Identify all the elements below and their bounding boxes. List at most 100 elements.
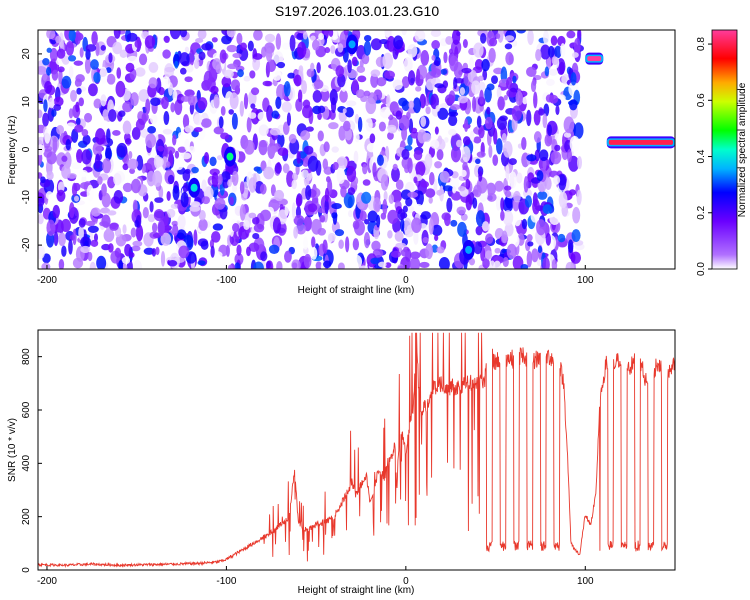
spectrogram-cell <box>400 189 412 200</box>
spectrogram-cell <box>473 184 482 198</box>
spectrogram-cell <box>51 109 57 117</box>
spectrogram-cell <box>122 182 133 193</box>
spectrogram-cell <box>130 227 137 238</box>
spectrogram-cell <box>320 88 330 102</box>
spectrogram-cell <box>283 80 291 97</box>
spectrogram-cell <box>184 139 190 151</box>
spectrogram-cell <box>75 101 80 113</box>
spectrogram-cell <box>58 68 63 85</box>
spectrogram-cell <box>317 112 322 120</box>
spectrogram-cell <box>174 60 179 69</box>
spectrogram-cell <box>65 40 75 56</box>
spectrogram-cell <box>68 108 74 119</box>
spectrogram-cell <box>492 260 502 269</box>
spectrogram-cell <box>392 163 398 171</box>
spectrogram-cell <box>366 143 377 153</box>
colorbar-ticks: 0.0 0.2 0.4 0.6 0.8 <box>696 37 712 276</box>
spectrogram-cell <box>443 51 448 64</box>
spectrogram-cell <box>331 146 339 153</box>
spectrogram-cell <box>425 188 436 198</box>
spectrogram-cell <box>391 166 400 183</box>
spectrogram-cell <box>167 174 175 185</box>
spectrogram-cell <box>409 257 421 269</box>
spectrogram-cell <box>407 44 418 58</box>
spectrogram-cell <box>44 128 51 144</box>
spectrogram-cell <box>484 116 493 130</box>
spectrogram-cell <box>387 230 393 239</box>
spectrogram-cell <box>156 36 163 54</box>
spectrogram-cell <box>488 144 493 158</box>
y-tick-label: -10 <box>21 190 32 205</box>
spectrogram-cell <box>177 214 186 230</box>
spectrogram-cell <box>359 265 368 269</box>
spectrogram-cell <box>502 197 514 213</box>
spectrogram-cell <box>302 31 308 40</box>
colorbar-gradient <box>711 29 738 270</box>
spectrogram-cell <box>295 195 302 208</box>
spectrogram-cell <box>521 218 528 230</box>
spectrogram-cell <box>337 262 345 269</box>
spectrogram-cell <box>266 261 271 269</box>
spectrogram-cell <box>413 149 423 161</box>
spectrogram-cell <box>38 196 45 207</box>
spectrogram-cell <box>571 229 581 242</box>
spectrogram-cell <box>164 37 170 43</box>
spectrogram-cell <box>247 40 254 52</box>
spectrogram-cell <box>434 161 443 169</box>
spectrogram-cell <box>87 225 99 233</box>
spectrogram-cell <box>212 223 224 231</box>
spectrogram-cell <box>527 30 534 46</box>
spectrogram-cell <box>203 151 210 164</box>
spectrogram-cell <box>550 150 562 165</box>
spectrogram-cell <box>55 35 62 44</box>
spectrogram-cell <box>40 176 46 184</box>
spectrogram-cell <box>150 114 158 124</box>
spectrogram-cell <box>362 163 368 175</box>
spectrogram-cell <box>340 185 347 198</box>
spectrogram-cell <box>300 130 311 141</box>
spectrogram-cell <box>288 133 297 144</box>
spectrogram-cell <box>260 251 268 262</box>
spectrogram-cell <box>509 171 517 189</box>
spectrogram-cell <box>478 170 483 182</box>
spectrogram-cell <box>476 115 482 128</box>
spectrogram-cell <box>170 102 176 113</box>
spectrogram-cell <box>180 191 189 208</box>
spectrogram-cell <box>542 204 553 215</box>
y-tick-label: 600 <box>21 401 32 418</box>
spectrogram-cell <box>38 109 43 119</box>
spectrogram-cell <box>494 247 501 254</box>
spectrogram-cell <box>113 173 122 186</box>
spectrogram-cell <box>363 40 372 56</box>
snr-x-ticks: -200 -100 0 100 <box>37 566 594 587</box>
spectrogram-cell <box>232 183 237 193</box>
spectrogram-cell <box>552 175 561 185</box>
spectrogram-cell <box>486 83 495 91</box>
spectrogram-cell <box>248 112 257 119</box>
spectrogram-cell <box>201 43 213 51</box>
spectrogram-cell <box>512 75 517 84</box>
spectrogram-cell <box>409 251 421 259</box>
spectrogram-cell <box>563 116 575 134</box>
spectrogram-cell <box>153 154 161 169</box>
spectrogram-cell <box>124 243 132 257</box>
spectrogram-cell <box>535 48 542 62</box>
spectrogram-cell <box>566 30 576 39</box>
x-tick-label: 0 <box>403 576 409 587</box>
spectrogram-cell <box>266 59 277 73</box>
spectrogram-cell <box>85 220 96 227</box>
spectrogram-cell <box>539 149 549 162</box>
spectrogram-cell <box>96 255 107 269</box>
spectrogram-cell <box>211 171 219 188</box>
spectrogram-cell <box>296 30 307 34</box>
spectrogram-cell <box>489 37 498 47</box>
spectrogram-cell <box>170 203 179 209</box>
spectrogram-cell <box>301 169 309 179</box>
spectrogram-cell <box>53 96 64 107</box>
spectrogram-cell <box>310 62 315 72</box>
spectrogram-cell <box>362 179 371 186</box>
spectrogram-cell <box>337 156 348 169</box>
spectrogram-cell <box>364 218 370 225</box>
spectrogram-cell <box>317 227 326 236</box>
spectrogram-cell <box>526 109 532 127</box>
